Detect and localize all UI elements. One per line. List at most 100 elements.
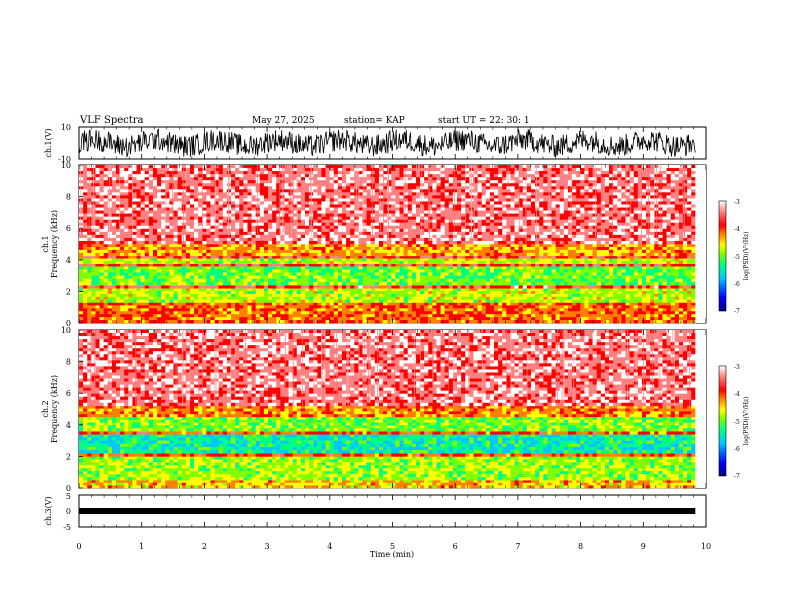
spectrogram-cell bbox=[300, 275, 306, 280]
spectrogram-cell bbox=[296, 320, 302, 324]
spectrogram-cell bbox=[185, 296, 191, 300]
spectrogram-cell bbox=[280, 171, 285, 175]
spectrogram-cell bbox=[580, 314, 585, 318]
spectrogram-cell bbox=[239, 288, 244, 292]
spectrogram-cell bbox=[477, 260, 482, 265]
spectrogram-cell bbox=[83, 252, 88, 257]
spectrogram-cell bbox=[489, 252, 495, 257]
spectrogram-cell bbox=[239, 285, 244, 289]
spectrogram-cell bbox=[461, 293, 466, 298]
spectrogram-cell bbox=[374, 255, 380, 259]
spectrogram-cell bbox=[444, 314, 450, 318]
spectrogram-cell bbox=[584, 269, 589, 273]
spectrogram-cell bbox=[650, 302, 655, 306]
spectrogram-cell bbox=[144, 275, 150, 280]
spectrogram-cell bbox=[346, 278, 351, 283]
spectrogram-cell bbox=[152, 174, 158, 178]
spectrogram-cell bbox=[646, 266, 651, 270]
spectrogram-cell bbox=[115, 275, 121, 280]
spectrogram-cell bbox=[563, 180, 569, 184]
spectrogram-cell bbox=[617, 299, 622, 303]
spectrogram-cell bbox=[678, 255, 684, 259]
spectrogram-cell bbox=[210, 258, 215, 262]
spectrogram-cell bbox=[202, 291, 207, 295]
spectrogram-cell bbox=[691, 180, 696, 184]
spectrogram-cell bbox=[378, 308, 384, 312]
spectrogram-cell bbox=[555, 180, 561, 184]
spectrogram-cell bbox=[440, 293, 445, 298]
spectrogram-cell bbox=[604, 305, 610, 309]
spectrogram-cell bbox=[115, 165, 121, 169]
spectrogram-cell bbox=[415, 305, 421, 309]
spectrogram-cell bbox=[136, 249, 141, 254]
spectrogram-cell bbox=[687, 308, 692, 312]
spectrogram-cell bbox=[662, 168, 667, 172]
spectrogram-cell bbox=[358, 281, 363, 286]
spectrogram-cell bbox=[403, 314, 409, 318]
spectrogram-cell bbox=[489, 291, 495, 295]
spectrogram-cell bbox=[218, 285, 224, 289]
spectrogram-cell bbox=[255, 308, 261, 312]
spectrogram-cell bbox=[120, 291, 125, 295]
spectrogram-cell bbox=[366, 168, 372, 172]
spectrogram-cell bbox=[399, 285, 404, 289]
spectrogram-cell bbox=[99, 174, 104, 178]
spectrogram-cell bbox=[284, 281, 289, 286]
spectrogram-cell bbox=[502, 285, 507, 289]
spectrogram-cell bbox=[465, 177, 470, 181]
spectrogram-cell bbox=[181, 177, 187, 181]
spectrogram-cell bbox=[304, 246, 310, 251]
spectrogram-cell bbox=[580, 244, 585, 248]
spectrogram-cell bbox=[633, 260, 639, 265]
spectrogram-cell bbox=[428, 285, 433, 289]
spectrogram-cell bbox=[148, 266, 154, 270]
spectrogram-cell bbox=[489, 311, 495, 315]
spectrogram-cell bbox=[457, 320, 462, 324]
spectrogram-cell bbox=[637, 299, 643, 303]
spectrogram-cell bbox=[625, 308, 630, 312]
spectrogram-cell bbox=[440, 285, 445, 289]
spectrogram-cell bbox=[403, 275, 409, 280]
spectrogram-cell bbox=[87, 171, 92, 175]
spectrogram-cell bbox=[202, 246, 207, 251]
spectrogram-cell bbox=[539, 278, 544, 283]
spectrogram-cell bbox=[395, 246, 400, 251]
spectrogram-cell bbox=[411, 305, 417, 309]
spectrogram-cell bbox=[210, 168, 215, 172]
spectrogram-cell bbox=[387, 288, 392, 292]
spectrogram-cell bbox=[646, 249, 651, 254]
spectrogram-cell bbox=[420, 244, 425, 248]
spectrogram-cell bbox=[526, 291, 532, 295]
spectrogram-cell bbox=[313, 296, 318, 300]
spectrogram-cell bbox=[432, 275, 437, 280]
spectrogram-cell bbox=[461, 252, 466, 257]
spectrogram-cell bbox=[255, 244, 261, 248]
spectrogram-cell bbox=[107, 266, 113, 270]
spectrogram-cell bbox=[629, 285, 635, 289]
spectrogram-cell bbox=[494, 260, 499, 265]
spectrogram-cell bbox=[231, 320, 236, 324]
spectrogram-cell bbox=[588, 252, 593, 257]
spectrogram-cell bbox=[395, 177, 400, 181]
spectrogram-cell bbox=[132, 260, 137, 265]
spectrogram-cell bbox=[284, 174, 289, 178]
spectrogram-cell bbox=[128, 293, 133, 298]
spectrogram-cell bbox=[214, 252, 220, 257]
spectrogram-cell bbox=[111, 285, 117, 289]
spectrogram-cell bbox=[214, 308, 220, 312]
spectrogram-cell bbox=[670, 288, 676, 292]
spectrogram-cell bbox=[272, 299, 277, 303]
spectrogram-cell bbox=[485, 266, 491, 270]
spectrogram-cell bbox=[551, 288, 556, 292]
spectrogram-cell bbox=[613, 177, 618, 181]
spectrogram-cell bbox=[161, 183, 166, 187]
spectrogram-cell bbox=[202, 299, 207, 303]
spectrogram-cell bbox=[420, 174, 425, 178]
spectrogram-cell bbox=[637, 281, 643, 286]
spectrogram-cell bbox=[604, 174, 610, 178]
spectrogram-cell bbox=[547, 275, 552, 280]
spectrogram-cell bbox=[378, 285, 384, 289]
spectrogram-cell bbox=[161, 246, 166, 251]
spectrogram-cell bbox=[210, 288, 215, 292]
spectrogram-cell bbox=[567, 263, 573, 267]
